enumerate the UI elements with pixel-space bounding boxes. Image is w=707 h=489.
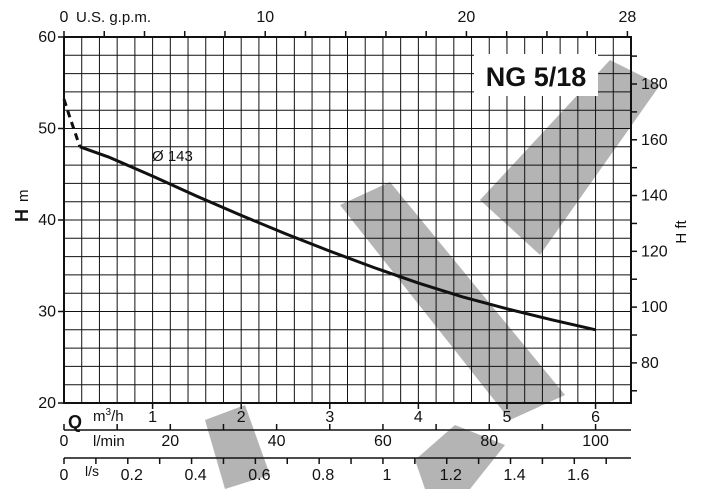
y-left-tick-label: 50: [38, 121, 56, 138]
x-lmin-axis-label: l/min: [93, 433, 125, 450]
x-lmin-tick-label: 40: [268, 433, 286, 450]
x-top-tick-label: 10: [256, 9, 274, 26]
watermark-stroke-a: [340, 182, 565, 420]
x-primary-tick-label: 1: [148, 409, 157, 426]
x-top-tick-label: 0: [60, 9, 69, 26]
x-ls-tick-label: 0.4: [184, 467, 206, 484]
x-top-tick-label: 28: [619, 9, 637, 26]
x-lmin-tick-label: 20: [161, 433, 179, 450]
x-ls-tick-label: 1.2: [440, 467, 462, 484]
y-right-tick-label: 180: [641, 76, 668, 93]
curves: [62, 98, 596, 332]
x-primary-unit-sup: 3: [106, 407, 112, 418]
x-ls-tick-label: 0.2: [121, 467, 143, 484]
y-right-tick-labels: 80 100 120 140 160 180: [631, 55, 668, 392]
x-ls-tick-label: 1: [382, 467, 391, 484]
title-box: [474, 54, 598, 96]
y-right-tick-label: 140: [641, 188, 668, 205]
y-left-quantity: H: [12, 209, 32, 222]
performance-curve: [79, 145, 596, 332]
y-left-tick-label: 40: [38, 212, 56, 229]
x-top-tick-labels: 0 10 20 28: [60, 9, 637, 37]
y-left-axis-label: H m: [12, 190, 32, 223]
x-lmin-tick-label: 60: [374, 433, 392, 450]
y-right-axis-label: H ft: [673, 220, 690, 244]
x-ls-axis: 0 0.2 0.4 0.6 0.8 1 1.2 1.4 1.6: [60, 457, 631, 484]
x-ls-tick-label: 1.4: [503, 467, 525, 484]
chart-title: NG 5/18: [486, 62, 587, 92]
y-left-tick-label: 20: [38, 395, 56, 412]
x-primary-tick-labels: 1 2 3 4 5 6: [148, 403, 600, 426]
y-right-tick-label: 80: [641, 355, 659, 372]
x-primary-tick-label: 3: [325, 409, 334, 426]
x-ls-axis-label: l/s: [85, 463, 99, 479]
watermark-stroke-d: [205, 405, 270, 489]
y-right-tick-label: 100: [641, 299, 668, 316]
x-ls-tick-label: 0.8: [312, 467, 334, 484]
x-lmin-axis: 0 20 40 60 80 100: [60, 424, 631, 450]
x-primary-tick-label: 6: [591, 409, 600, 426]
y-left-tick-label: 60: [38, 29, 56, 46]
x-primary-unit-base: m: [93, 408, 106, 425]
x-lmin-tick-label: 80: [480, 433, 498, 450]
y-right-tick-label: 160: [641, 132, 668, 149]
x-ls-tick-label: 1.6: [567, 467, 589, 484]
x-primary-quantity: Q: [68, 412, 82, 432]
x-primary-unit-tail: /h: [111, 408, 124, 425]
x-top-axis-label: U.S. g.p.m.: [76, 9, 151, 26]
y-left-tick-label: 30: [38, 304, 56, 321]
watermark-stroke-c: [415, 425, 505, 489]
x-lmin-tick-label: 100: [582, 433, 609, 450]
x-primary-tick-label: 5: [503, 409, 512, 426]
curve-label: Ø 143: [152, 148, 193, 165]
y-left-unit: m: [15, 190, 32, 203]
y-left-tick-labels: 20 30 40 50 60: [38, 29, 64, 412]
x-primary-tick-label: 2: [237, 409, 246, 426]
x-ls-tick-label: 0: [60, 467, 69, 484]
x-primary-unit: m3/h: [93, 407, 124, 425]
curve-dashed-segment: [62, 98, 82, 148]
y-right-tick-label: 120: [641, 243, 668, 260]
x-ls-tick-label: 0.6: [248, 467, 270, 484]
x-lmin-tick-label: 0: [60, 433, 69, 450]
x-top-tick-label: 20: [458, 9, 476, 26]
x-primary-tick-label: 4: [414, 409, 423, 426]
